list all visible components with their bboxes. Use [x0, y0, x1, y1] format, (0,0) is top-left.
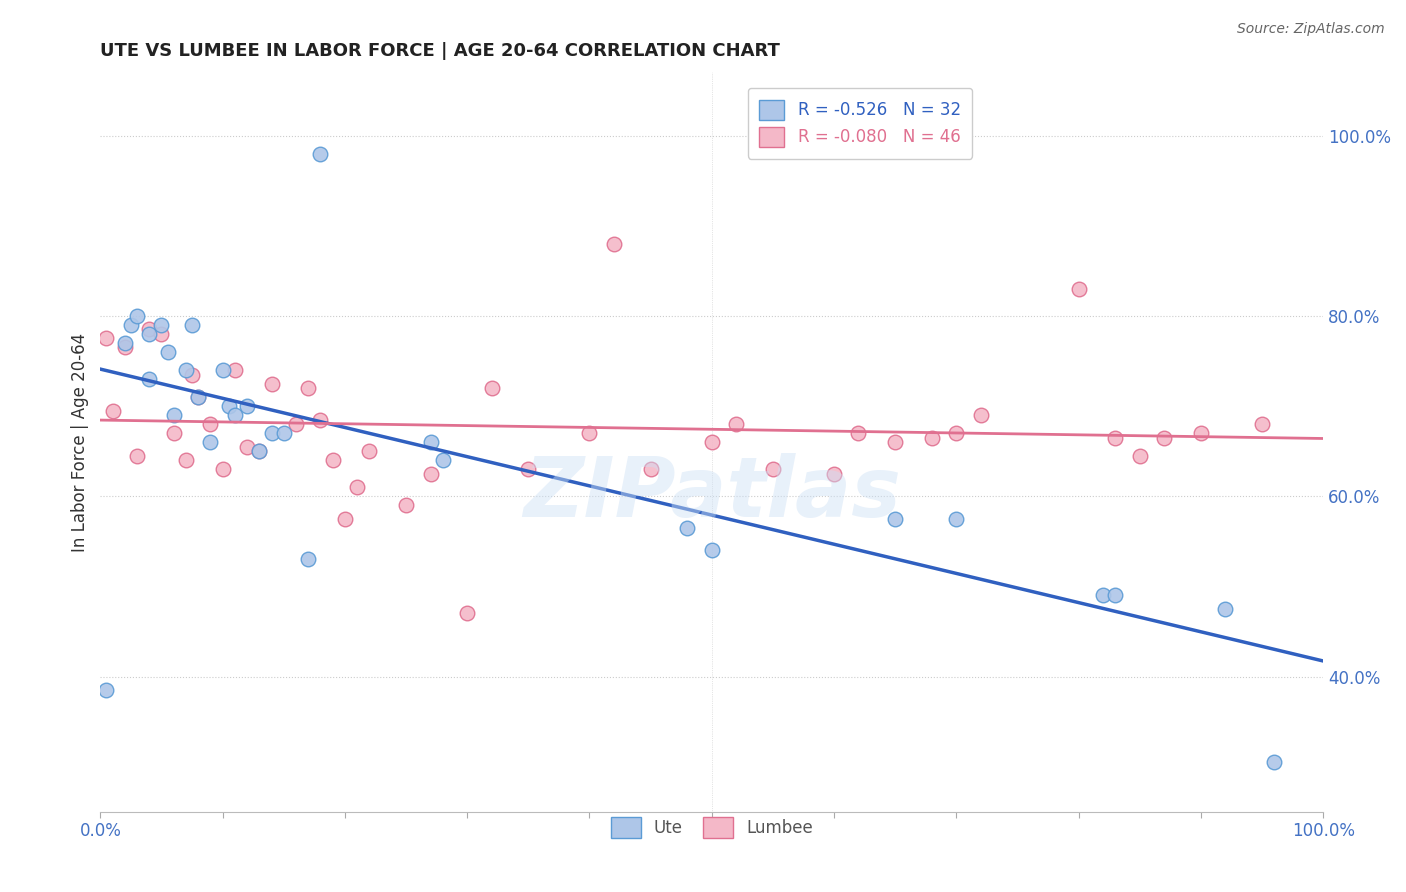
Point: [970, 408, 993, 422]
Point: [1263, 756, 1285, 770]
Point: [114, 335, 136, 350]
Point: [1067, 282, 1090, 296]
Point: [297, 552, 319, 566]
Point: [211, 462, 233, 476]
Point: [181, 368, 204, 382]
Point: [419, 435, 441, 450]
Point: [700, 435, 723, 450]
Point: [187, 390, 209, 404]
Point: [218, 399, 240, 413]
Point: [419, 467, 441, 481]
Legend: Ute, Lumbee: Ute, Lumbee: [603, 811, 820, 844]
Point: [150, 326, 173, 341]
Point: [200, 435, 222, 450]
Point: [96, 683, 118, 698]
Point: [1189, 426, 1212, 441]
Point: [333, 512, 356, 526]
Point: [359, 444, 381, 458]
Text: ZIPatlas: ZIPatlas: [523, 453, 901, 534]
Point: [174, 453, 197, 467]
Point: [174, 363, 197, 377]
Point: [156, 345, 179, 359]
Text: UTE VS LUMBEE IN LABOR FORCE | AGE 20-64 CORRELATION CHART: UTE VS LUMBEE IN LABOR FORCE | AGE 20-64…: [100, 42, 780, 60]
Point: [236, 399, 259, 413]
Point: [884, 512, 907, 526]
Point: [603, 236, 626, 251]
Point: [640, 462, 662, 476]
Point: [823, 467, 845, 481]
Point: [1104, 431, 1126, 445]
Point: [247, 444, 270, 458]
Point: [676, 521, 699, 535]
Point: [395, 498, 418, 512]
Point: [138, 372, 160, 386]
Point: [578, 426, 600, 441]
Point: [200, 417, 222, 431]
Point: [1129, 449, 1152, 463]
Point: [236, 440, 259, 454]
Point: [114, 341, 136, 355]
Point: [1153, 431, 1175, 445]
Point: [517, 462, 540, 476]
Text: Source: ZipAtlas.com: Source: ZipAtlas.com: [1237, 22, 1385, 37]
Point: [700, 543, 723, 558]
Point: [297, 381, 319, 395]
Point: [884, 435, 907, 450]
Point: [848, 426, 870, 441]
Y-axis label: In Labor Force | Age 20-64: In Labor Force | Age 20-64: [72, 333, 89, 552]
Point: [432, 453, 454, 467]
Point: [96, 331, 118, 345]
Point: [163, 408, 186, 422]
Point: [1104, 589, 1126, 603]
Point: [762, 462, 785, 476]
Point: [945, 512, 967, 526]
Point: [273, 426, 295, 441]
Point: [921, 431, 943, 445]
Point: [187, 390, 209, 404]
Point: [163, 426, 186, 441]
Point: [247, 444, 270, 458]
Point: [456, 607, 478, 621]
Point: [125, 309, 148, 323]
Point: [101, 403, 124, 417]
Point: [181, 318, 204, 332]
Point: [346, 480, 368, 494]
Point: [945, 426, 967, 441]
Point: [1251, 417, 1274, 431]
Point: [309, 412, 332, 426]
Point: [224, 408, 246, 422]
Point: [120, 318, 142, 332]
Point: [1213, 602, 1236, 616]
Point: [725, 417, 748, 431]
Point: [285, 417, 308, 431]
Point: [138, 322, 160, 336]
Point: [138, 326, 160, 341]
Point: [1092, 589, 1115, 603]
Point: [481, 381, 503, 395]
Point: [260, 376, 283, 391]
Point: [125, 449, 148, 463]
Point: [211, 363, 233, 377]
Point: [309, 146, 332, 161]
Point: [260, 426, 283, 441]
Point: [150, 318, 173, 332]
Point: [322, 453, 344, 467]
Point: [224, 363, 246, 377]
